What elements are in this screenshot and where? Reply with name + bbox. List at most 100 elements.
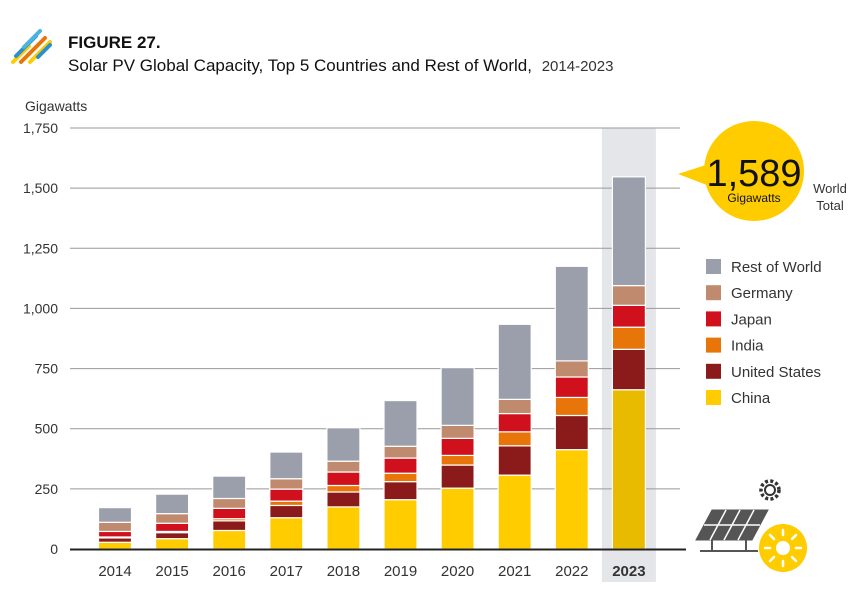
bar-2020-india xyxy=(440,454,475,466)
bar-2016-united-states xyxy=(212,520,247,532)
legend-label-japan: Japan xyxy=(731,311,772,328)
bar-2018-rest-of-world xyxy=(326,427,361,462)
bar-2016-germany xyxy=(212,497,247,509)
x-tick-label-2018: 2018 xyxy=(327,563,360,580)
bar-2015-japan xyxy=(155,522,190,533)
bar-2015-united-states xyxy=(155,532,190,540)
bar-2021-india xyxy=(497,431,532,447)
callout-pointer xyxy=(678,163,712,187)
bar-2015-rest-of-world xyxy=(155,493,190,515)
bar-2019-united-states xyxy=(383,481,418,501)
bar-2022-united-states xyxy=(554,414,589,451)
gear-icon xyxy=(759,479,781,501)
bar-2014-china xyxy=(97,541,133,550)
y-tick-label-500: 500 xyxy=(35,421,59,437)
callout-unit: Gigawatts xyxy=(727,191,780,205)
legend-label-germany: Germany xyxy=(731,285,793,302)
bar-2021-rest-of-world xyxy=(497,323,532,400)
x-tick-label-2017: 2017 xyxy=(270,563,303,580)
world-total-callout: 1,589 Gigawatts xyxy=(678,121,804,221)
bar-2016-japan xyxy=(212,507,247,520)
legend-swatch-rest-of-world xyxy=(706,259,721,274)
chart-title-main: Solar PV Global Capacity, Top 5 Countrie… xyxy=(68,56,532,75)
bar-2023-japan xyxy=(611,304,647,328)
bar-2019-china xyxy=(383,499,418,550)
legend-label-rest-of-world: Rest of World xyxy=(731,259,822,276)
bar-2019-india xyxy=(383,472,418,483)
bar-2023-united-states xyxy=(611,348,647,391)
bar-2023-rest-of-world xyxy=(611,176,647,287)
y-tick-label-0: 0 xyxy=(50,541,58,557)
bar-2023-india xyxy=(611,326,647,350)
sun-icon xyxy=(759,524,807,572)
bar-2019-germany xyxy=(383,445,418,459)
callout-value: 1,589 xyxy=(706,153,801,195)
bar-2020-china xyxy=(440,487,475,550)
report-logo xyxy=(11,29,52,64)
y-axis-label: Gigawatts xyxy=(25,98,87,114)
bar-2020-united-states xyxy=(440,464,475,489)
bar-2022-india xyxy=(554,396,589,417)
legend-swatch-japan xyxy=(706,311,721,327)
bar-2021-united-states xyxy=(497,445,532,476)
bar-2018-india xyxy=(326,484,361,493)
legend-swatch-germany xyxy=(706,285,721,301)
bar-2016-rest-of-world xyxy=(212,475,247,500)
bar-2014-japan xyxy=(97,530,133,538)
bar-2017-china xyxy=(269,517,304,550)
y-tick-label-1750: 1,750 xyxy=(23,120,58,136)
bar-2017-germany xyxy=(269,478,304,490)
bar-2023-germany xyxy=(611,284,647,306)
x-tick-label-2019: 2019 xyxy=(384,563,417,580)
y-tick-label-1500: 1,500 xyxy=(23,180,58,196)
bar-2017-rest-of-world xyxy=(269,451,304,480)
bar-2021-japan xyxy=(497,412,532,433)
bar-2018-united-states xyxy=(326,491,361,508)
callout-label-total: Total xyxy=(816,198,844,213)
x-tick-label-2022: 2022 xyxy=(555,563,588,580)
bar-2014-united-states xyxy=(97,537,133,543)
bar-2019-rest-of-world xyxy=(383,399,418,447)
legend-label-india: India xyxy=(731,338,764,355)
bar-2016-china xyxy=(212,529,247,550)
bar-2020-germany xyxy=(440,424,475,439)
bar-2021-germany xyxy=(497,398,532,415)
bar-2019-japan xyxy=(383,457,418,474)
y-tick-label-750: 750 xyxy=(35,361,59,377)
x-tick-label-2021: 2021 xyxy=(498,563,531,580)
bar-2018-japan xyxy=(326,471,361,487)
x-tick-labels: 2014 2015 2016 2017 2018 2019 2020 2021 2022 2023 xyxy=(98,563,645,580)
callout-label-world: World xyxy=(813,181,847,196)
bar-2014-germany xyxy=(97,521,133,533)
x-tick-label-2014: 2014 xyxy=(98,563,131,580)
solar-panel-icon xyxy=(695,479,807,572)
legend-label-united-states: United States xyxy=(731,364,821,381)
callout-circle xyxy=(704,121,804,221)
legend-swatch-china xyxy=(706,390,721,405)
legend-swatch-india xyxy=(706,337,721,353)
figure-label: FIGURE 27. xyxy=(68,33,161,52)
x-tick-label-2016: 2016 xyxy=(213,563,246,580)
bar-2015-china xyxy=(155,538,190,550)
bar-2014-rest-of-world xyxy=(97,507,133,523)
legend-label-china: China xyxy=(731,390,771,407)
bar-2022-rest-of-world xyxy=(554,265,589,362)
bar-2021-china xyxy=(497,474,532,550)
bar-2022-japan xyxy=(554,376,589,399)
y-tick-label-1000: 1,000 xyxy=(23,300,58,316)
bar-2020-rest-of-world xyxy=(440,367,475,426)
bar-2017-united-states xyxy=(269,504,304,519)
bar-2017-india xyxy=(269,500,304,507)
bar-2018-germany xyxy=(326,460,361,473)
bar-2020-japan xyxy=(440,437,475,457)
bar-2023-china xyxy=(611,389,647,550)
bars-layer xyxy=(70,176,686,551)
bar-2022-germany xyxy=(554,360,589,378)
x-tick-label-2015: 2015 xyxy=(155,563,188,580)
bar-2015-germany xyxy=(155,513,190,524)
chart-title: Solar PV Global Capacity, Top 5 Countrie… xyxy=(68,56,613,75)
bar-2018-china xyxy=(326,506,361,550)
x-tick-label-2023: 2023 xyxy=(612,563,645,580)
legend: Rest of World Germany Japan India United Sta… xyxy=(706,259,822,407)
